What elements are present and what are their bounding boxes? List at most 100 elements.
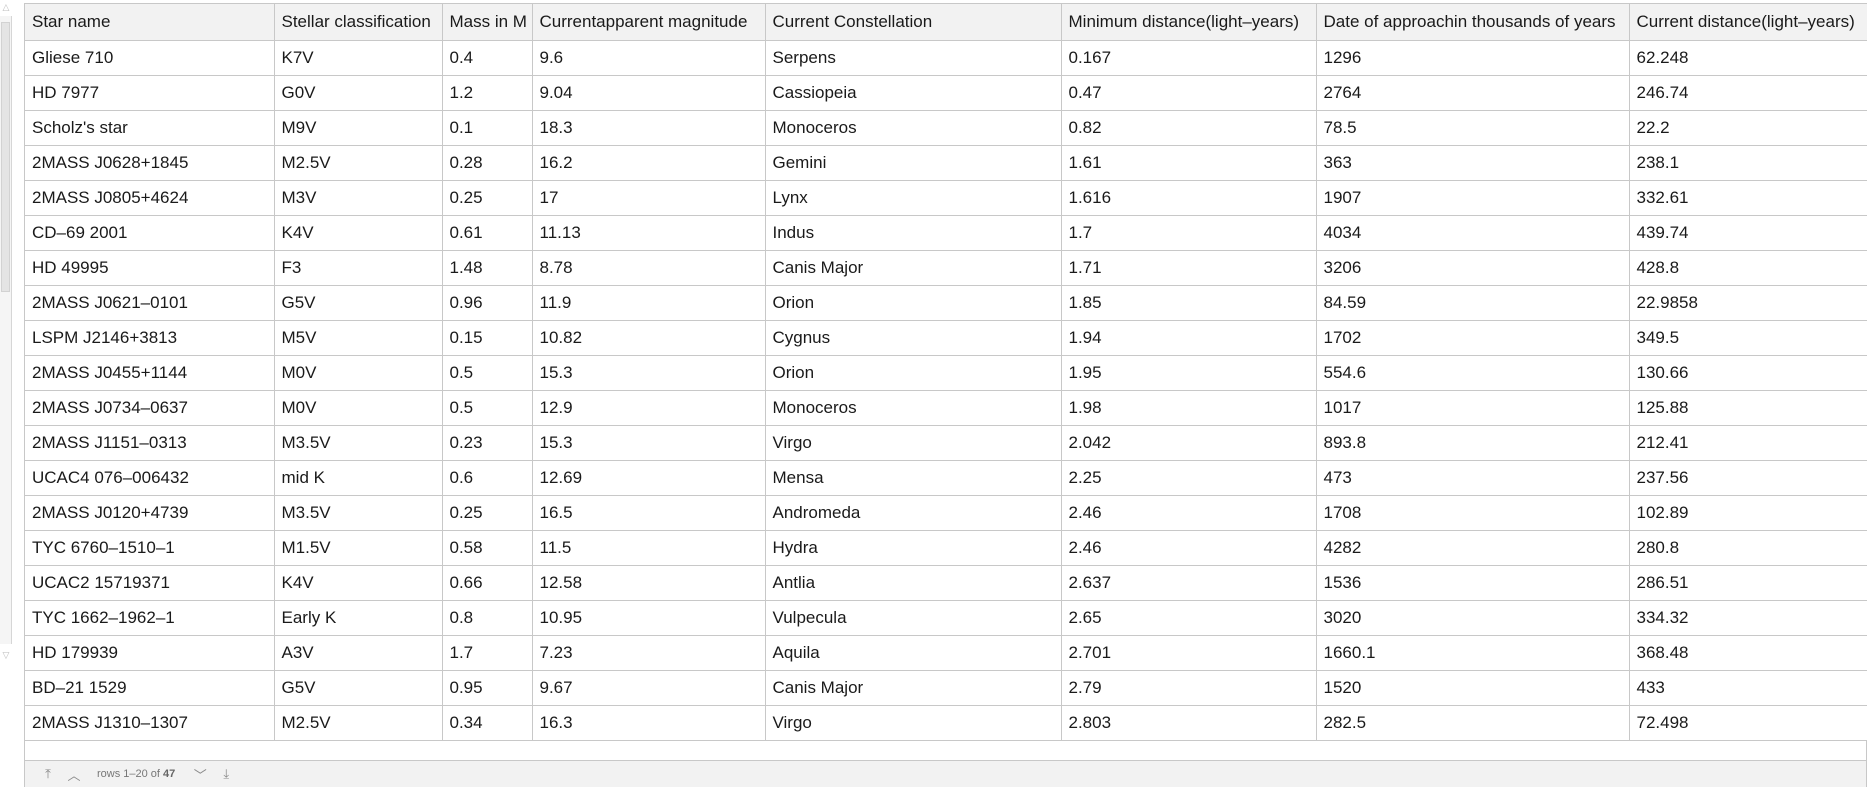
table-cell[interactable]: Gliese 710 (25, 40, 275, 76)
table-cell[interactable]: Cassiopeia (765, 75, 1062, 111)
table-cell[interactable]: M3.5V (274, 425, 443, 461)
table-cell[interactable]: 15.3 (532, 425, 766, 461)
table-cell[interactable]: 2.701 (1061, 635, 1317, 671)
table-cell[interactable]: M3.5V (274, 495, 443, 531)
table-cell[interactable]: 1702 (1316, 320, 1630, 356)
table-cell[interactable]: 0.5 (442, 390, 533, 426)
table-cell[interactable]: 1.94 (1061, 320, 1317, 356)
column-header[interactable]: Minimum distance(light–years) (1061, 4, 1317, 41)
table-cell[interactable]: HD 49995 (25, 250, 275, 286)
table-cell[interactable]: 0.95 (442, 670, 533, 706)
table-cell[interactable]: 349.5 (1629, 320, 1867, 356)
table-cell[interactable]: Virgo (765, 705, 1062, 741)
table-cell[interactable]: Monoceros (765, 110, 1062, 146)
table-row[interactable]: 2MASS J0805+4624 M3V 0.25 17 Lynx 1.616 1907 33… (25, 180, 1867, 216)
table-cell[interactable]: Monoceros (765, 390, 1062, 426)
column-header[interactable]: Current Constellation (765, 4, 1062, 41)
table-cell[interactable]: 125.88 (1629, 390, 1867, 426)
table-row[interactable]: LSPM J2146+3813 M5V 0.15 10.82 Cygnus 1.94 170… (25, 320, 1867, 356)
table-cell[interactable]: 473 (1316, 460, 1630, 496)
table-row[interactable]: 2MASS J0621–0101 G5V 0.96 11.9 Orion 1.85 84.5… (25, 285, 1867, 321)
table-cell[interactable]: 893.8 (1316, 425, 1630, 461)
scroll-up-icon[interactable]: △ (2, 2, 10, 12)
table-row[interactable]: 2MASS J0455+1144 M0V 0.5 15.3 Orion 1.95 554.6… (25, 355, 1867, 391)
table-cell[interactable]: 72.498 (1629, 705, 1867, 741)
table-cell[interactable]: 1907 (1316, 180, 1630, 216)
table-cell[interactable]: 554.6 (1316, 355, 1630, 391)
table-cell[interactable]: 22.2 (1629, 110, 1867, 146)
table-cell[interactable]: 1520 (1316, 670, 1630, 706)
table-cell[interactable]: 363 (1316, 145, 1630, 181)
table-cell[interactable]: TYC 6760–1510–1 (25, 530, 275, 566)
scrollbar-thumb[interactable] (1, 22, 10, 292)
previous-page-icon[interactable]: ︿ (67, 767, 81, 783)
column-header[interactable]: Current distance(light–years) (1629, 4, 1867, 41)
table-cell[interactable]: 10.82 (532, 320, 766, 356)
table-cell[interactable]: 0.61 (442, 215, 533, 251)
table-row[interactable]: TYC 6760–1510–1 M1.5V 0.58 11.5 Hydra 2.46 428… (25, 530, 1867, 566)
last-page-icon[interactable]: ⤓ (223, 766, 230, 781)
table-row[interactable]: CD–69 2001 K4V 0.61 11.13 Indus 1.7 4034 439.74 (25, 215, 1867, 251)
table-cell[interactable]: 2MASS J1151–0313 (25, 425, 275, 461)
table-cell[interactable]: HD 7977 (25, 75, 275, 111)
table-cell[interactable]: 9.6 (532, 40, 766, 76)
table-cell[interactable]: 212.41 (1629, 425, 1867, 461)
table-cell[interactable]: 3206 (1316, 250, 1630, 286)
table-cell[interactable]: M0V (274, 355, 443, 391)
table-cell[interactable]: K4V (274, 565, 443, 601)
table-cell[interactable]: 1.71 (1061, 250, 1317, 286)
table-cell[interactable]: 2.637 (1061, 565, 1317, 601)
table-cell[interactable]: Orion (765, 285, 1062, 321)
table-cell[interactable]: Andromeda (765, 495, 1062, 531)
table-cell[interactable]: 0.23 (442, 425, 533, 461)
table-cell[interactable]: 12.69 (532, 460, 766, 496)
table-cell[interactable]: 334.32 (1629, 600, 1867, 636)
table-cell[interactable]: mid K (274, 460, 443, 496)
table-cell[interactable]: 0.66 (442, 565, 533, 601)
table-cell[interactable]: 15.3 (532, 355, 766, 391)
table-cell[interactable]: 368.48 (1629, 635, 1867, 671)
table-row[interactable]: 2MASS J1310–1307 M2.5V 0.34 16.3 Virgo 2.803 2… (25, 705, 1867, 741)
table-row[interactable]: HD 7977 G0V 1.2 9.04 Cassiopeia 0.47 2764 246.7… (25, 75, 1867, 111)
table-cell[interactable]: 0.8 (442, 600, 533, 636)
table-cell[interactable]: Early K (274, 600, 443, 636)
column-header[interactable]: Star name (25, 4, 275, 41)
table-cell[interactable]: M0V (274, 390, 443, 426)
table-cell[interactable]: 2MASS J0621–0101 (25, 285, 275, 321)
table-cell[interactable]: 1296 (1316, 40, 1630, 76)
table-row[interactable]: BD–21 1529 G5V 0.95 9.67 Canis Major 2.79 1520… (25, 670, 1867, 706)
table-cell[interactable]: 0.96 (442, 285, 533, 321)
table-cell[interactable]: 1.7 (442, 635, 533, 671)
table-cell[interactable]: 12.9 (532, 390, 766, 426)
table-cell[interactable]: 2MASS J0120+4739 (25, 495, 275, 531)
table-cell[interactable]: A3V (274, 635, 443, 671)
table-cell[interactable]: M5V (274, 320, 443, 356)
table-cell[interactable]: G5V (274, 285, 443, 321)
table-cell[interactable]: 0.47 (1061, 75, 1317, 111)
table-cell[interactable]: 286.51 (1629, 565, 1867, 601)
table-cell[interactable]: 12.58 (532, 565, 766, 601)
first-page-icon[interactable]: ⤒ (45, 766, 51, 781)
table-cell[interactable]: Orion (765, 355, 1062, 391)
table-cell[interactable]: 16.3 (532, 705, 766, 741)
table-cell[interactable]: 0.15 (442, 320, 533, 356)
table-cell[interactable]: 1.2 (442, 75, 533, 111)
table-row[interactable]: Gliese 710 K7V 0.4 9.6 Serpens 0.167 1296 62.24… (25, 40, 1867, 76)
table-cell[interactable]: M3V (274, 180, 443, 216)
table-cell[interactable]: Virgo (765, 425, 1062, 461)
column-header[interactable]: Mass in M (442, 4, 533, 41)
table-cell[interactable]: 2.46 (1061, 495, 1317, 531)
column-header[interactable]: Currentapparent magnitude (532, 4, 766, 41)
table-cell[interactable]: 2MASS J0805+4624 (25, 180, 275, 216)
table-cell[interactable]: 22.9858 (1629, 285, 1867, 321)
table-cell[interactable]: G5V (274, 670, 443, 706)
table-row[interactable]: 2MASS J0628+1845 M2.5V 0.28 16.2 Gemini 1.61 3… (25, 145, 1867, 181)
table-cell[interactable]: 2.042 (1061, 425, 1317, 461)
table-cell[interactable]: 2MASS J0628+1845 (25, 145, 275, 181)
next-page-icon[interactable]: ﹀ (193, 767, 207, 783)
table-cell[interactable]: 0.58 (442, 530, 533, 566)
table-cell[interactable]: 4034 (1316, 215, 1630, 251)
table-cell[interactable]: 1.95 (1061, 355, 1317, 391)
column-header[interactable]: Stellar classification (274, 4, 443, 41)
table-row[interactable]: 2MASS J1151–0313 M3.5V 0.23 15.3 Virgo 2.042 8… (25, 425, 1867, 461)
